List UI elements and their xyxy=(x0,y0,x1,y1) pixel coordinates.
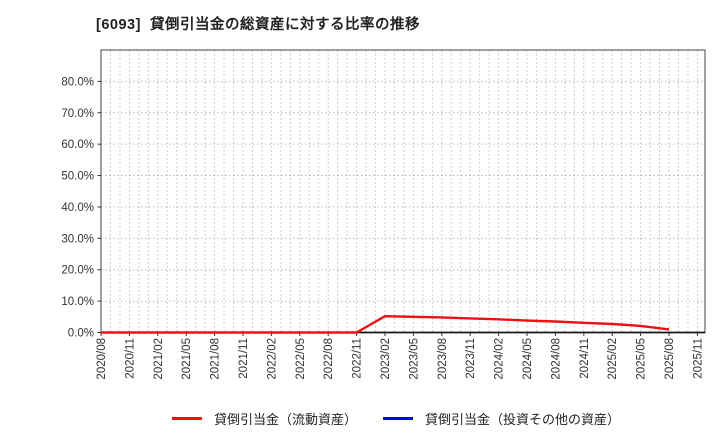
x-tick-label: 2025/11 xyxy=(692,338,704,379)
x-tick-label: 2021/08 xyxy=(210,338,222,380)
x-tick-label: 2022/02 xyxy=(266,338,278,380)
y-tick-label: 40.0% xyxy=(61,202,94,214)
x-tick-label: 2023/11 xyxy=(465,338,477,379)
y-tick-label: 80.0% xyxy=(61,76,94,88)
x-tick-label: 2024/08 xyxy=(550,338,562,380)
x-tick-label: 2020/08 xyxy=(96,338,108,380)
x-tick-label: 2024/02 xyxy=(494,338,506,380)
y-tick-label: 20.0% xyxy=(61,265,94,277)
chart-title: [6093] 貸倒引当金の総資産に対する比率の推移 xyxy=(96,17,420,33)
legend-label-current-assets: 貸倒引当金（流動資産） xyxy=(213,412,357,427)
y-tick-label: 0.0% xyxy=(68,328,94,340)
x-tick-label: 2022/08 xyxy=(323,338,335,380)
x-tick-label: 2025/08 xyxy=(664,338,676,380)
x-tick-label: 2021/11 xyxy=(238,338,250,379)
x-tick-label: 2024/05 xyxy=(522,338,534,380)
y-tick-label: 60.0% xyxy=(61,139,94,151)
x-tick-label: 2025/05 xyxy=(636,338,648,380)
y-tick-label: 30.0% xyxy=(61,233,94,245)
series-line-allowance-current-assets xyxy=(101,315,670,334)
x-tick-label: 2023/02 xyxy=(380,338,392,380)
x-tick-label: 2024/11 xyxy=(579,338,591,379)
x-tick-label: 2021/05 xyxy=(181,338,193,380)
x-tick-label: 2025/02 xyxy=(607,338,619,380)
legend-label-investments: 貸倒引当金（投資その他の資産） xyxy=(425,412,621,427)
legend-item-current-assets: 貸倒引当金（流動資産） xyxy=(171,409,357,428)
x-tick-label: 2023/08 xyxy=(437,338,449,380)
x-tick-label: 2022/11 xyxy=(352,338,364,379)
legend-swatch-red-line xyxy=(171,417,202,420)
x-tick-label: 2020/11 xyxy=(124,338,136,379)
x-tick-label: 2021/02 xyxy=(153,338,165,380)
y-tick-label: 50.0% xyxy=(61,171,94,183)
y-tick-label: 10.0% xyxy=(61,296,94,308)
y-tick-label: 70.0% xyxy=(61,108,94,120)
x-tick-label: 2022/05 xyxy=(295,338,307,380)
legend-item-investments: 貸倒引当金（投資その他の資産） xyxy=(383,409,620,428)
plot-border xyxy=(100,49,706,334)
legend-swatch-blue-line xyxy=(383,417,413,420)
x-tick-label: 2023/05 xyxy=(408,338,420,380)
legend: 貸倒引当金（流動資産） 貸倒引当金（投資その他の資産） xyxy=(72,409,720,428)
